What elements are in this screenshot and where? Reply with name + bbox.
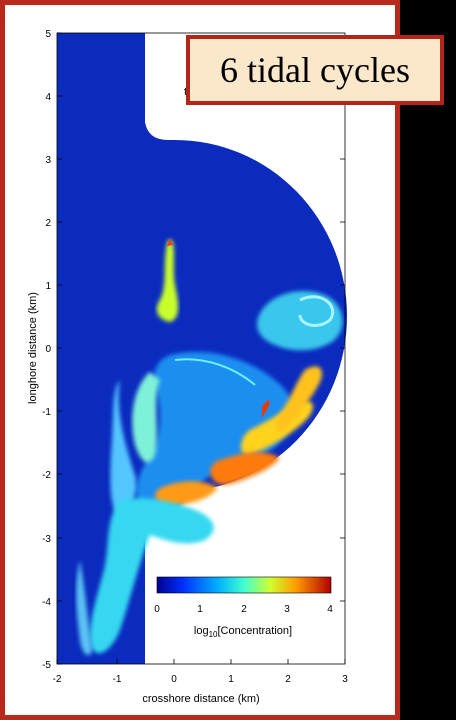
plot-axes-box (56, 32, 346, 665)
colorbar-label-log: log (194, 625, 209, 637)
colorbar-label: log10[Concentration] (194, 625, 292, 639)
tidal-cycles-title: 6 tidal cycles (220, 50, 410, 90)
y-tick-label: -2 (42, 470, 51, 481)
y-tick-label: 2 (45, 218, 51, 229)
x-axis-label: crosshore distance (km) (142, 693, 259, 705)
colorbar-tick-label: 0 (154, 604, 160, 615)
y-tick-label: -3 (42, 534, 51, 545)
colorbar-gradient (156, 576, 332, 594)
y-tick-labels: 5 4 3 2 1 0 -1 -2 -3 -4 -5 (42, 29, 51, 671)
colorbar-tick-label: 4 (327, 604, 333, 615)
x-tick-label: 1 (228, 674, 234, 685)
x-tick-label: -1 (113, 674, 122, 685)
y-tick-label: 4 (45, 92, 51, 103)
colorbar-label-sub: 10 (209, 630, 218, 639)
x-tick-marks (56, 659, 346, 664)
x-tick-label: 2 (285, 674, 291, 685)
x-tick-label: -2 (53, 674, 62, 685)
plume-hotspots (155, 366, 323, 506)
plume-north (156, 238, 179, 322)
colorbar-tick-label: 2 (241, 604, 247, 615)
tidal-cycles-title-box: 6 tidal cycles (186, 35, 444, 105)
y-tick-label: 0 (45, 344, 51, 355)
colorbar: 0 1 2 3 4 log10[Concentration] (150, 568, 340, 644)
y-tick-marks (57, 32, 345, 665)
x-tick-label: 0 (171, 674, 177, 685)
colorbar-tick-label: 1 (197, 604, 203, 615)
y-tick-label: -1 (42, 407, 51, 418)
x-tick-labels: -2 -1 0 1 2 3 (53, 674, 349, 685)
partial-plot-title: t (184, 86, 187, 98)
x-tick-label: 3 (342, 674, 348, 685)
y-tick-label: 5 (45, 29, 51, 40)
y-tick-label: 1 (45, 281, 51, 292)
colorbar-tick-label: 3 (284, 604, 290, 615)
y-axis-label: longhore distance (km) (27, 292, 39, 404)
plume-upper-right (256, 291, 343, 351)
plume-mid (110, 351, 295, 515)
y-tick-label: -5 (42, 660, 51, 671)
y-tick-label: -4 (42, 597, 51, 608)
y-tick-label: 3 (45, 155, 51, 166)
colorbar-label-rest: [Concentration] (217, 625, 292, 637)
plume-south (76, 498, 214, 656)
